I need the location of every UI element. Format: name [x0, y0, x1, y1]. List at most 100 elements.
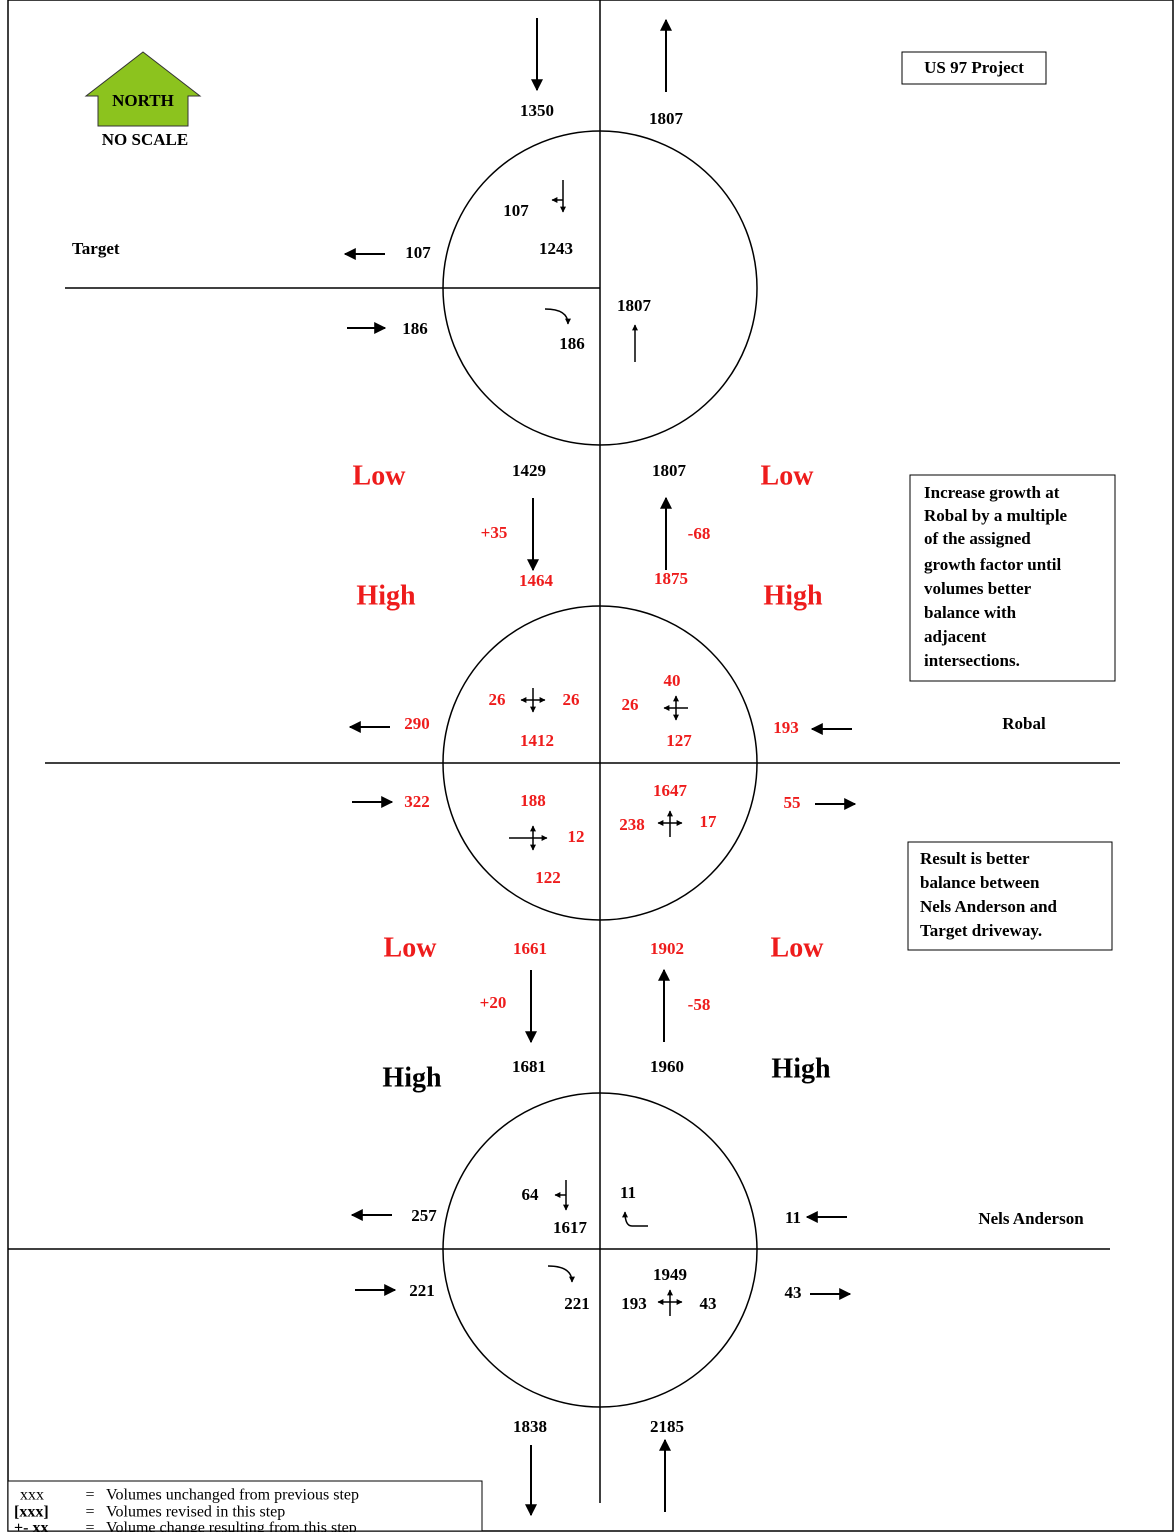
legend: xxx = Volumes unchanged from previous st… [14, 1487, 359, 1532]
note-box [907, 841, 1113, 951]
north-arrow [84, 51, 202, 127]
volume: 127 [666, 731, 692, 750]
volume: 193 [773, 718, 799, 737]
legend-text: Volumes revised in this step [106, 1504, 285, 1521]
volume: 122 [535, 868, 561, 887]
volume: 1617 [553, 1218, 588, 1237]
legend-sep: = [85, 1487, 94, 1504]
volume: 1807 [649, 109, 684, 128]
change: -58 [688, 995, 711, 1014]
note-line: adjacent [924, 627, 987, 646]
turn-arrow [622, 1211, 648, 1227]
volume: 186 [402, 319, 428, 338]
volume: 188 [520, 791, 546, 810]
volume: 26 [489, 690, 506, 709]
volume: 11 [785, 1208, 801, 1227]
turn-arrow [544, 308, 571, 325]
note-line: intersections. [924, 651, 1020, 670]
volume: 221 [564, 1294, 590, 1313]
volume: 43 [700, 1294, 717, 1313]
note-line: Result is better [920, 849, 1030, 868]
change: +20 [480, 993, 507, 1012]
volume: 1350 [520, 101, 554, 120]
frame [7, 0, 1174, 1532]
legend-sep: = [85, 1504, 94, 1521]
turn-symbol [663, 695, 688, 721]
note-line: balance with [924, 603, 1017, 622]
note-2: Result is better balance between Nels An… [920, 849, 1058, 940]
legend-sep: = [85, 1520, 94, 1532]
volume: 257 [411, 1206, 437, 1225]
level-label: High [763, 580, 823, 611]
volume: 43 [785, 1283, 802, 1302]
volume: 1464 [519, 571, 554, 590]
note-line: Target driveway. [920, 921, 1042, 940]
level-label: High [771, 1053, 831, 1084]
note-box [909, 474, 1116, 682]
volume: 55 [784, 793, 801, 812]
volume: 1412 [520, 731, 554, 750]
volume: 290 [404, 714, 430, 733]
legend-text: Volume change resulting from this step [106, 1520, 357, 1532]
volume: 1807 [652, 461, 687, 480]
level-label: Low [384, 932, 438, 963]
volume: 1960 [650, 1057, 684, 1076]
volume: 11 [620, 1183, 636, 1202]
volume: 64 [522, 1185, 540, 1204]
legend-text: Volumes unchanged from previous step [106, 1487, 359, 1504]
level-label: Low [353, 460, 407, 491]
note-line: balance between [920, 873, 1040, 892]
note-line: Nels Anderson and [920, 897, 1058, 916]
level-label: Low [761, 460, 815, 491]
street-name: Nels Anderson [978, 1209, 1084, 1228]
volume: 1243 [539, 239, 573, 258]
turn-symbol [657, 1289, 683, 1316]
level-label: High [356, 580, 416, 611]
project-label: US 97 Project [924, 58, 1024, 77]
street-name: Target [72, 239, 120, 258]
note-line: Increase growth at [924, 483, 1060, 502]
change: +35 [481, 523, 508, 542]
scale-note: NO SCALE [102, 130, 188, 149]
note-line: volumes better [924, 579, 1032, 598]
volume: 221 [409, 1281, 435, 1300]
turn-symbol [520, 688, 546, 713]
turn-arrow [547, 1265, 575, 1283]
legend-key: xxx [20, 1487, 44, 1504]
note-line: of the assigned [924, 529, 1031, 548]
volume: 1902 [650, 939, 684, 958]
street-name: Robal [1002, 714, 1046, 733]
volume: 1429 [512, 461, 546, 480]
intersection [442, 1092, 758, 1408]
north-label: NORTH [112, 91, 174, 110]
note-line: growth factor until [924, 555, 1062, 574]
legend-box [7, 1480, 483, 1532]
turn-symbol [657, 810, 683, 837]
volume: 1949 [653, 1265, 687, 1284]
legend-key: [xxx] [14, 1504, 49, 1521]
volume: 26 [622, 695, 639, 714]
volume: 1661 [513, 939, 547, 958]
volume: 186 [559, 334, 585, 353]
volume: 1838 [513, 1417, 547, 1436]
volume: 1807 [617, 296, 652, 315]
note-line: Robal by a multiple [924, 506, 1068, 525]
volume: 1875 [654, 569, 688, 588]
project-box [901, 51, 1047, 85]
volume: 17 [700, 812, 718, 831]
level-label: Low [771, 932, 825, 963]
volume: 1681 [512, 1057, 546, 1076]
volume: 1647 [653, 781, 688, 800]
volume: 26 [563, 690, 580, 709]
volume: 193 [621, 1294, 647, 1313]
volume: 238 [619, 815, 645, 834]
change: -68 [688, 524, 711, 543]
volume: 12 [568, 827, 585, 846]
volume: 2185 [650, 1417, 684, 1436]
note-1: Increase growth at Robal by a multiple o… [924, 483, 1068, 670]
volume: 322 [404, 792, 430, 811]
turn-symbol [509, 825, 548, 851]
volume: 107 [503, 201, 529, 220]
level-label: High [382, 1062, 442, 1093]
